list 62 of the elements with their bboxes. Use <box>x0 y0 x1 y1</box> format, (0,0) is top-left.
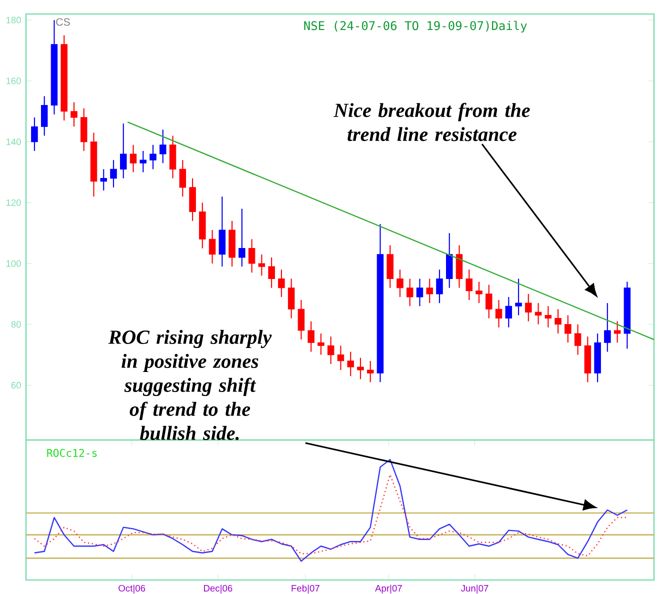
candlestick <box>426 278 433 304</box>
y-tick-label: 80 <box>11 321 21 328</box>
candlestick <box>614 320 621 344</box>
candlestick <box>416 278 424 307</box>
candlestick <box>150 144 156 170</box>
candlestick <box>248 238 256 274</box>
candlestick <box>554 308 562 334</box>
candlestick <box>327 336 334 364</box>
candlestick <box>130 144 137 173</box>
x-tick-label: Dec|06 <box>204 584 232 594</box>
candlestick <box>525 293 532 322</box>
candlestick <box>357 357 364 380</box>
x-tick-label: Apr|07 <box>375 584 402 594</box>
x-tick-label: Feb|07 <box>292 584 320 594</box>
x-tick-label: Oct|06 <box>118 584 146 594</box>
candlestick <box>436 269 443 304</box>
candlestick <box>366 360 374 383</box>
candlestick <box>160 129 166 164</box>
candlestick <box>140 150 147 173</box>
candlestick <box>515 278 522 316</box>
candlestick <box>544 306 552 328</box>
candlestick <box>179 160 186 198</box>
candlestick <box>505 296 512 328</box>
annotation: ROC rising sharply in positive zones suggesting shift of trend to the bullish side. <box>108 330 272 440</box>
y-tick-label: 100 <box>6 260 21 267</box>
candlestick <box>574 324 582 356</box>
candlestick <box>396 269 404 298</box>
x-tick-label: Jun|07 <box>460 584 488 594</box>
candlestick <box>298 299 305 340</box>
candlestick <box>100 168 107 192</box>
candlestick <box>70 102 78 128</box>
candlestick <box>288 278 295 319</box>
y-tick-label: 60 <box>11 382 21 389</box>
candlestick <box>238 208 246 268</box>
candlestick <box>347 351 354 377</box>
candlestick <box>564 314 572 344</box>
annotation: CS <box>56 18 70 26</box>
y-tick-label: 120 <box>6 199 21 206</box>
candlestick <box>337 345 344 371</box>
candlestick <box>495 299 502 328</box>
candlestick <box>486 284 492 319</box>
candlestick <box>31 116 38 152</box>
y-tick-label: 180 <box>6 16 21 24</box>
candlestick <box>318 332 324 356</box>
candlestick <box>534 302 542 325</box>
candlestick <box>110 160 117 188</box>
candlestick <box>406 278 414 307</box>
candlestick <box>278 269 285 298</box>
text: NSE (24-07-06 TO 19-09-07)Daily <box>304 20 527 33</box>
candlestick <box>476 281 482 304</box>
y-tick-label: 140 <box>6 138 21 146</box>
candlestick <box>40 96 48 136</box>
candlestick <box>120 123 127 179</box>
y-tick-label: 160 <box>6 78 21 84</box>
annotation: Nice breakout from the trend line resistance <box>333 102 530 142</box>
candlestick <box>604 302 611 352</box>
candlestick <box>308 320 314 352</box>
candlestick <box>268 256 275 288</box>
candlestick <box>258 254 266 276</box>
candlestick <box>466 269 473 301</box>
chart-title: ROCc12-s <box>47 448 97 457</box>
candlestick <box>208 230 216 264</box>
